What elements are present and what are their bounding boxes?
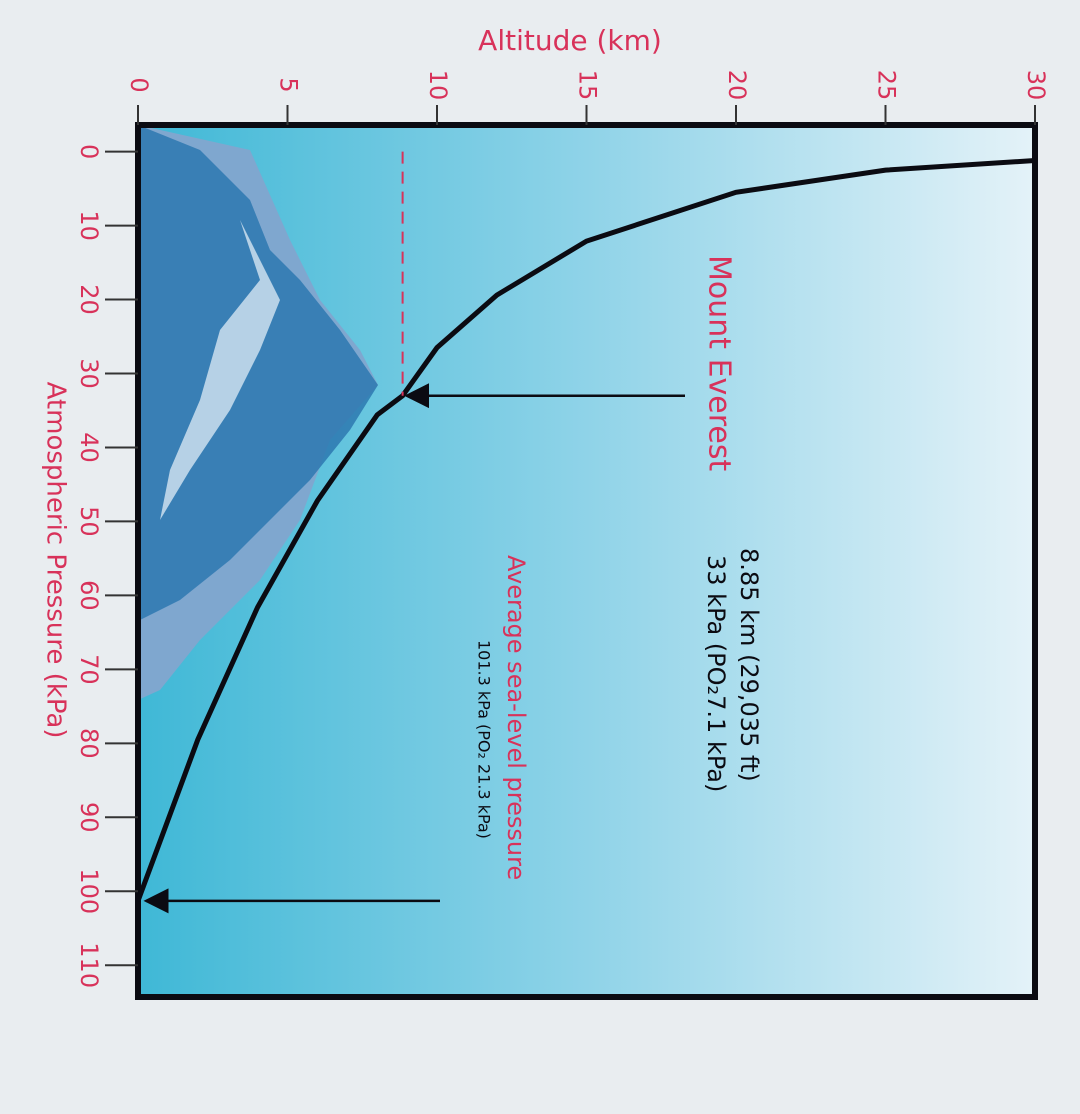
y-tick-label: 25 (873, 70, 901, 101)
everest-detail: 33 kPa (PO₂7.1 kPa) (702, 555, 730, 792)
everest-detail: 8.85 km (29,035 ft) (735, 548, 763, 782)
sea-level-label: Average sea-level pressure (502, 555, 530, 880)
x-tick-label: 10 (75, 210, 103, 241)
x-tick-label: 70 (75, 654, 103, 685)
x-tick-label: 0 (75, 144, 103, 159)
mountain (138, 125, 378, 620)
y-axis-label: Altitude (km) (478, 24, 662, 57)
curve (135, 158, 1036, 902)
x-tick-label: 110 (75, 942, 103, 988)
x-axis-label: Atmospheric Pressure (kPa) (41, 382, 71, 739)
everest-label: Mount Everest (702, 255, 737, 471)
x-tick-label: 100 (75, 868, 103, 914)
x-tick-label: 40 (75, 432, 103, 463)
y-tick-label: 15 (574, 70, 602, 101)
x-tick-label: 50 (75, 506, 103, 537)
x-tick-label: 60 (75, 580, 103, 611)
snow (160, 220, 280, 520)
y-tick-label: 30 (1022, 70, 1050, 101)
sea-level-detail: 101.3 kPa (PO₂ 21.3 kPa) (475, 640, 494, 839)
x-tick-label: 90 (75, 802, 103, 833)
x-tick-label: 30 (75, 358, 103, 389)
x-tick-label: 20 (75, 284, 103, 315)
y-tick-label: 20 (723, 70, 751, 101)
y-tick-label: 10 (424, 70, 452, 101)
x-tick-label: 80 (75, 728, 103, 759)
y-tick-label: 0 (125, 77, 153, 92)
y-tick-label: 5 (275, 77, 303, 92)
